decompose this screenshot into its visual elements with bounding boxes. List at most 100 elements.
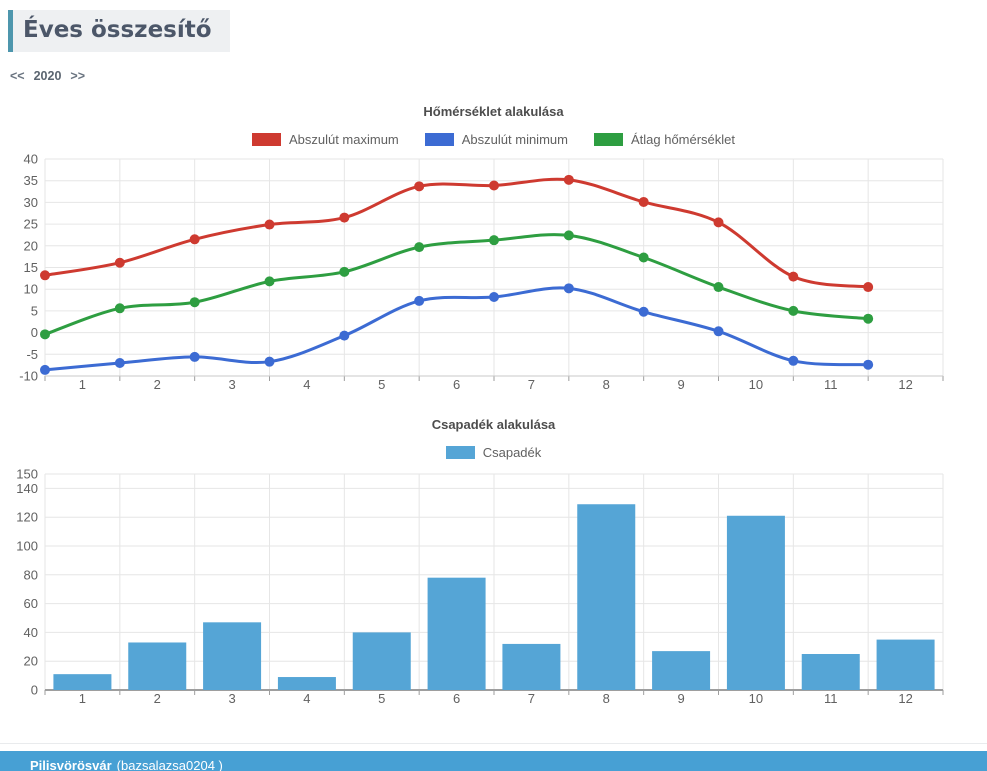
legend-swatch-csapad-k [445, 446, 475, 459]
station-code: (bazsalazsa0204 ) [116, 758, 223, 771]
bar-csapad-k-month-10[interactable] [726, 515, 785, 690]
station-footer: Pilisvörösvár (bazsalazsa0204 ) [0, 751, 987, 771]
bar-csapad-k-month-9[interactable] [652, 651, 711, 690]
x-axis-tick-label: 9 [677, 691, 684, 706]
data-point-tlag-h-m-rs-klet-month-6[interactable] [414, 242, 425, 253]
x-axis-tick-label: 3 [228, 691, 235, 706]
y-axis-tick-label: 20 [24, 238, 38, 253]
y-axis-tick-label: 150 [16, 467, 38, 482]
bar-csapad-k-month-2[interactable] [128, 642, 187, 690]
legend-item-abszul-t-maximum: Abszulút maximum [251, 132, 399, 147]
x-axis-tick-label: 7 [528, 377, 535, 392]
station-name: Pilisvörösvár [30, 758, 112, 771]
data-point-tlag-h-m-rs-klet-month-10[interactable] [713, 282, 724, 293]
title-accent-bar [8, 10, 13, 52]
y-axis-tick-label: -10 [19, 369, 38, 384]
data-point-tlag-h-m-rs-klet-month-7[interactable] [489, 235, 499, 246]
x-axis-tick-label: 2 [154, 691, 161, 706]
y-axis-tick-label: 60 [24, 596, 38, 611]
data-point-abszul-t-maximum-month-1[interactable] [40, 270, 50, 281]
x-axis-tick-label: 9 [677, 377, 684, 392]
data-point-abszul-t-minimum-month-6[interactable] [414, 295, 425, 306]
data-point-tlag-h-m-rs-klet-month-8[interactable] [563, 230, 574, 241]
x-axis-tick-label: 8 [603, 377, 610, 392]
prev-year-button[interactable]: << [10, 69, 25, 83]
data-point-abszul-t-maximum-month-9[interactable] [638, 196, 649, 207]
legend-swatch-tlag-h-m-rs-klet [593, 133, 623, 146]
bar-csapad-k-month-11[interactable] [801, 654, 860, 690]
y-axis-tick-label: 80 [24, 567, 38, 582]
legend-item-tlag-h-m-rs-klet: Átlag hőmérséklet [593, 132, 735, 147]
data-point-abszul-t-minimum-month-5[interactable] [339, 330, 350, 341]
bar-csapad-k-month-8[interactable] [577, 504, 636, 690]
page-header: Éves összesítő [8, 10, 987, 52]
legend-item-abszul-t-minimum: Abszulút minimum [424, 132, 568, 147]
data-point-tlag-h-m-rs-klet-month-9[interactable] [638, 252, 649, 263]
legend-label: Abszulút minimum [461, 132, 568, 147]
bar-csapad-k-month-4[interactable] [277, 677, 336, 690]
bar-csapad-k-month-6[interactable] [427, 577, 486, 690]
data-point-abszul-t-maximum-month-6[interactable] [414, 181, 425, 192]
legend-swatch-abszul-t-maximum [251, 133, 281, 146]
data-point-abszul-t-maximum-month-11[interactable] [788, 271, 799, 282]
data-point-abszul-t-minimum-month-9[interactable] [638, 306, 649, 317]
data-point-abszul-t-maximum-month-12[interactable] [863, 282, 874, 293]
data-point-abszul-t-maximum-month-8[interactable] [563, 174, 574, 185]
current-year-label: 2020 [33, 69, 62, 83]
data-point-tlag-h-m-rs-klet-month-3[interactable] [189, 297, 200, 308]
temperature-chart-legend: Abszulút maximum Abszulút minimum Átlag hő… [0, 132, 987, 147]
y-axis-tick-label: 140 [16, 481, 38, 496]
data-point-abszul-t-minimum-month-2[interactable] [114, 357, 125, 368]
y-axis-tick-label: 0 [31, 683, 38, 698]
x-axis-tick-label: 5 [378, 691, 385, 706]
data-point-abszul-t-maximum-month-4[interactable] [264, 219, 275, 230]
x-axis-tick-label: 1 [79, 377, 86, 392]
y-axis-tick-label: 10 [24, 282, 38, 297]
data-point-abszul-t-minimum-month-10[interactable] [713, 326, 724, 337]
data-point-abszul-t-maximum-month-10[interactable] [713, 217, 724, 228]
x-axis-tick-label: 4 [303, 377, 310, 392]
legend-swatch-abszul-t-minimum [424, 133, 454, 146]
data-point-abszul-t-minimum-month-8[interactable] [563, 283, 574, 294]
bar-csapad-k-month-3[interactable] [203, 622, 262, 690]
temperature-chart-title: Hőmérséklet alakulása [423, 104, 564, 119]
y-axis-tick-label: 25 [24, 217, 38, 232]
x-axis-tick-label: 8 [603, 691, 610, 706]
x-axis-tick-label: 3 [228, 377, 235, 392]
data-point-abszul-t-minimum-month-3[interactable] [189, 351, 200, 362]
next-year-button[interactable]: >> [70, 69, 86, 83]
data-point-tlag-h-m-rs-klet-month-12[interactable] [863, 313, 874, 324]
data-point-tlag-h-m-rs-klet-month-2[interactable] [114, 303, 125, 314]
data-point-tlag-h-m-rs-klet-month-4[interactable] [264, 276, 275, 287]
bar-csapad-k-month-5[interactable] [352, 632, 411, 690]
x-axis-tick-label: 11 [824, 377, 838, 392]
series-line-abszul-t-maximum [44, 177, 869, 289]
x-axis-tick-label: 11 [824, 691, 838, 706]
data-point-tlag-h-m-rs-klet-month-5[interactable] [339, 266, 350, 277]
data-point-tlag-h-m-rs-klet-month-11[interactable] [788, 305, 799, 316]
data-point-tlag-h-m-rs-klet-month-1[interactable] [40, 329, 50, 340]
data-point-abszul-t-minimum-month-7[interactable] [489, 292, 499, 303]
bar-csapad-k-month-1[interactable] [53, 674, 112, 690]
y-axis-tick-label: -5 [26, 347, 38, 362]
data-point-abszul-t-maximum-month-2[interactable] [114, 257, 125, 268]
data-point-abszul-t-maximum-month-3[interactable] [189, 234, 200, 245]
y-axis-tick-label: 15 [24, 260, 38, 275]
data-point-abszul-t-minimum-month-11[interactable] [788, 355, 799, 366]
x-axis-tick-label: 1 [79, 691, 86, 706]
bar-csapad-k-month-12[interactable] [876, 639, 935, 690]
x-axis-tick-label: 10 [749, 377, 763, 392]
x-axis-tick-label: 6 [453, 691, 460, 706]
y-axis-tick-label: 5 [31, 303, 38, 318]
data-point-abszul-t-minimum-month-12[interactable] [863, 359, 874, 370]
page-title: Éves összesítő [13, 10, 230, 52]
data-point-abszul-t-minimum-month-1[interactable] [40, 364, 50, 375]
data-point-abszul-t-minimum-month-4[interactable] [264, 356, 275, 367]
x-axis-tick-label: 7 [528, 691, 535, 706]
data-point-abszul-t-maximum-month-7[interactable] [489, 180, 499, 191]
y-axis-tick-label: 120 [16, 510, 38, 525]
y-axis-tick-label: 30 [24, 195, 38, 210]
bar-csapad-k-month-7[interactable] [502, 643, 561, 690]
data-point-abszul-t-maximum-month-5[interactable] [339, 212, 350, 223]
legend-item-csapad-k: Csapadék [445, 445, 541, 460]
